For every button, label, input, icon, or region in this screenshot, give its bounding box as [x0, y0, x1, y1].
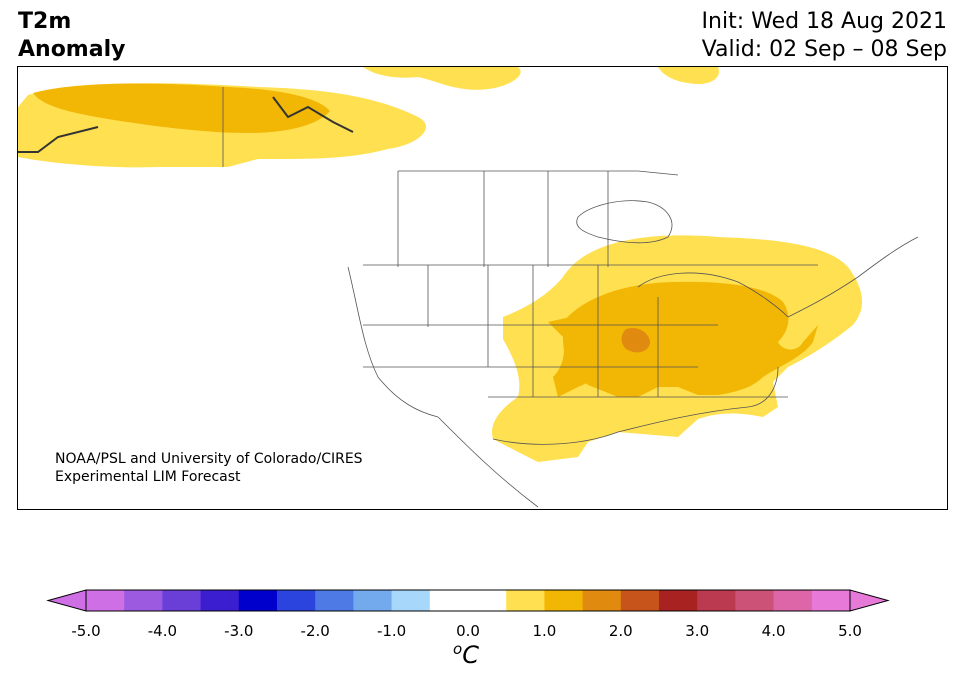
colorbar-tick-label: -4.0: [147, 622, 178, 640]
gulf-coast: [492, 366, 779, 445]
colorbar-tick-label: -3.0: [224, 622, 254, 640]
colorbar-tick-label: -1.0: [376, 622, 407, 640]
colorbar-segment: [582, 590, 622, 611]
title-line-2: Anomaly: [18, 37, 126, 62]
date-info: Init: Wed 18 Aug 2021 Valid: 02 Sep – 08…: [702, 8, 947, 64]
colorbar-unit: oC: [453, 640, 479, 669]
us-state-lines: [363, 264, 818, 398]
colorbar-segment: [659, 590, 698, 611]
colorbar-tick-label: 5.0: [838, 622, 862, 640]
colorbar-segment: [391, 590, 431, 611]
credit-line-2: Experimental LIM Forecast: [55, 469, 241, 485]
hudson-bay: [576, 200, 673, 244]
mackenzie-river: [272, 96, 354, 133]
credit-text: NOAA/PSL and University of Colorado/CIRE…: [55, 450, 363, 486]
colorbar-segment: [315, 590, 354, 611]
colorbar-extend-low: [46, 589, 87, 612]
colorbar-segment: [429, 590, 469, 611]
colorbar-tick-label: 3.0: [685, 622, 710, 640]
arctic-anomaly-small: [658, 67, 719, 85]
colorbar-tick-label: 2.0: [608, 622, 633, 640]
colorbar-border: [85, 589, 851, 612]
canada-province-lines: [397, 171, 609, 267]
atlantic-coast: [787, 236, 919, 318]
credit-line-1: NOAA/PSL and University of Colorado/CIRE…: [55, 451, 363, 467]
colorbar-segment: [697, 590, 736, 611]
arctic-anomaly: [363, 67, 521, 90]
map-title: T2m Anomaly: [18, 8, 125, 64]
colorbar-svg: [46, 589, 890, 612]
colorbar-segment: [811, 590, 851, 611]
colorbar-tick-label: -2.0: [300, 622, 330, 640]
colorbar-segment: [620, 590, 660, 611]
colorbar-tick-label: -5.0: [71, 622, 101, 640]
east-anomaly-2-3: [563, 281, 818, 397]
mexico-coast: [437, 416, 539, 508]
yukon-river: [18, 126, 99, 153]
colorbar-segment: [86, 590, 125, 611]
us-west-coast: [347, 266, 439, 418]
us-canada-border: [398, 170, 679, 176]
colorbar-tick-label: 4.0: [761, 622, 786, 640]
colorbar-segment: [277, 590, 316, 611]
colorbar-segment: [735, 590, 775, 611]
midwest-anomaly-peak: [621, 327, 650, 353]
colorbar-segment: [506, 590, 545, 611]
colorbar-segment: [200, 590, 240, 611]
title-line-1: T2m: [18, 9, 72, 34]
valid-date: Valid: 02 Sep – 08 Sep: [701, 37, 947, 62]
map-panel: [17, 66, 948, 510]
unit-superscript: o: [453, 640, 463, 658]
east-anomaly-2-3b: [548, 312, 618, 397]
colorbar-segment: [162, 590, 202, 611]
colorbar-segment: [353, 590, 393, 611]
great-lakes: [637, 272, 789, 318]
colorbar-segment: [773, 590, 813, 611]
colorbar-tick-label: 0.0: [456, 622, 480, 640]
alaska-anomaly-2-3: [33, 83, 330, 133]
colorbar-tick-label: 1.0: [532, 622, 557, 640]
colorbar: [0, 580, 959, 624]
colorbar-segment: [468, 590, 507, 611]
unit-letter: C: [462, 641, 479, 669]
colorbar-extend-high: [849, 589, 890, 612]
colorbar-segment: [544, 590, 584, 611]
init-date: Init: Wed 18 Aug 2021: [701, 9, 947, 34]
colorbar-segment: [124, 590, 163, 611]
colorbar-segment: [238, 590, 278, 611]
anomaly-map: [18, 67, 919, 508]
